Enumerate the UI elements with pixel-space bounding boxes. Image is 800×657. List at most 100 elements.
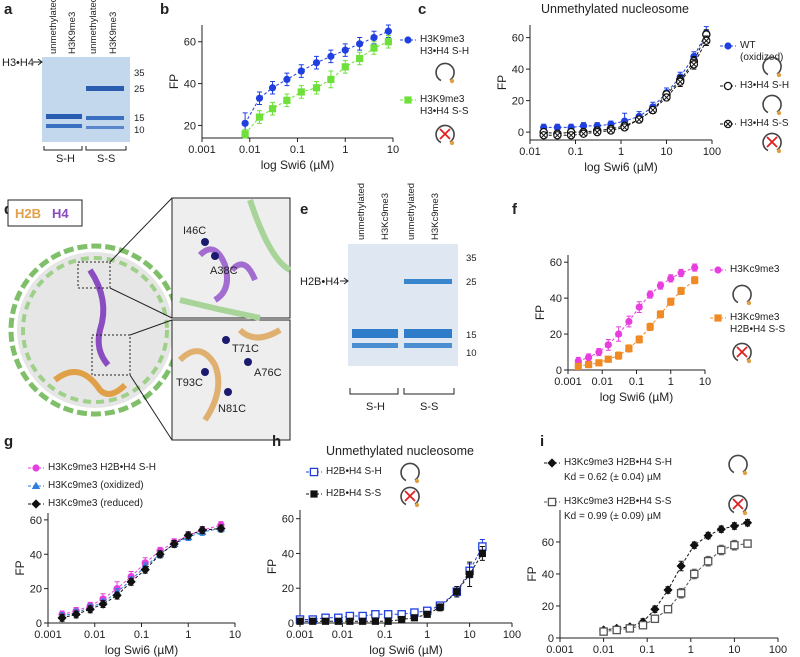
legend-label-box: H3Kc9me3 (oxidized) <box>48 480 144 491</box>
marker-cross <box>691 61 697 68</box>
gel <box>42 57 130 142</box>
band <box>352 329 398 338</box>
data-point <box>593 127 602 137</box>
icon-ring <box>435 62 455 82</box>
x-axis-label: log Swi6 (µM) <box>105 643 179 657</box>
data-point <box>356 40 364 48</box>
annotation-box: Kd = 0.99 (± 0.09) µM <box>564 511 661 522</box>
data-point <box>729 521 739 531</box>
residue <box>244 358 252 366</box>
legend-label: H3Kc9me3 H2B•H4 S-H <box>564 457 672 468</box>
arrow <box>33 58 43 66</box>
y-axis-label: FP <box>495 75 509 90</box>
y-tick-label: 60 <box>30 515 42 527</box>
nucleosome-icon <box>762 94 782 116</box>
data-point <box>241 130 249 138</box>
x-tick-label: 0.001 <box>188 144 216 156</box>
icon-cross <box>732 498 744 510</box>
data-point <box>466 570 474 578</box>
bracket <box>349 388 455 395</box>
x-tick-label: 0.01 <box>593 644 614 656</box>
icon-ring <box>762 132 782 152</box>
icon-tag <box>742 510 748 516</box>
icon-tag <box>449 78 455 84</box>
x-tick-label: 0.001 <box>546 644 574 656</box>
data-point <box>620 123 629 132</box>
data-point <box>691 263 699 272</box>
lane-label: H3Kc9me3 <box>380 193 391 240</box>
data-point <box>327 75 335 84</box>
data-point <box>625 344 633 353</box>
marker-label: 35 <box>134 68 145 79</box>
legend-label-box: H3Kc9me3 H2B•H4 S-S <box>730 312 786 335</box>
data-point <box>98 599 108 609</box>
marker-cross <box>725 121 731 127</box>
data-point <box>634 115 644 124</box>
x-tick-label: 0.1 <box>629 376 644 388</box>
fit-line <box>578 267 695 362</box>
legend-label: H3•H4 S-S <box>740 118 789 129</box>
legend-label: H3Kc9me3 (oxidized) <box>48 480 144 491</box>
residue-label: I46C <box>183 225 206 237</box>
data-point <box>650 604 660 614</box>
data-point <box>595 359 603 367</box>
panel-label: f <box>512 201 518 218</box>
data-point <box>635 335 643 344</box>
fit-line <box>578 279 696 367</box>
data-point <box>614 352 623 360</box>
zoom-box <box>77 261 111 289</box>
y-axis-label: FP <box>13 560 27 575</box>
marker-cross <box>636 116 642 123</box>
x-tick-label: 100 <box>769 644 787 656</box>
band <box>404 279 452 284</box>
icon-ring <box>762 56 782 76</box>
data-point <box>604 355 612 363</box>
legend-label-box: H3•H4 S-H <box>740 80 789 91</box>
y-tick-label: 60 <box>542 537 554 549</box>
legend-label-box: WT (oxidized) <box>740 40 784 63</box>
band <box>404 329 452 338</box>
fit-line <box>244 30 389 124</box>
legend-label: WT (oxidized) <box>740 40 784 63</box>
legend-marker <box>714 266 722 274</box>
data-point <box>384 617 392 625</box>
residue-label: A76C <box>254 367 282 379</box>
marker-cross <box>608 127 614 134</box>
band <box>86 116 124 120</box>
data-point <box>327 52 335 60</box>
x-tick-label: 0.1 <box>290 144 305 156</box>
data-point <box>553 123 561 131</box>
dna <box>179 199 292 321</box>
marker-label: 15 <box>466 330 477 341</box>
marker-label: 10 <box>466 348 477 359</box>
legend-label: H3Kc9me3 H2B•H4 S-S <box>730 312 786 335</box>
data-point <box>216 523 226 534</box>
legend-label: H3Kc9me3 (reduced) <box>48 498 144 509</box>
y-tick-label: 20 <box>542 601 554 613</box>
x-tick-label: 1 <box>185 629 191 641</box>
icon-ring <box>728 494 748 514</box>
y-tick-label: 40 <box>550 293 562 305</box>
residue-label: A38C <box>210 265 238 277</box>
data-point <box>717 545 726 555</box>
x-tick-label: 0.01 <box>239 144 260 156</box>
x-axis-label: log Swi6 (µM) <box>369 643 443 657</box>
data-point <box>268 84 277 92</box>
data-point <box>595 348 603 356</box>
legend-marker <box>404 36 412 44</box>
data-point <box>689 540 699 550</box>
icon-tag <box>414 502 420 508</box>
x-tick-label: 1 <box>688 644 694 656</box>
data-point <box>553 131 562 140</box>
data-point <box>689 60 699 69</box>
data-point <box>155 549 165 559</box>
data-point <box>599 627 608 636</box>
marker-cross <box>580 130 587 137</box>
data-point <box>676 561 686 571</box>
x-tick-label: 100 <box>703 146 721 158</box>
data-point <box>384 38 392 46</box>
marker-label: 15 <box>134 113 145 124</box>
data-point <box>297 67 305 75</box>
fit-line <box>603 543 748 633</box>
